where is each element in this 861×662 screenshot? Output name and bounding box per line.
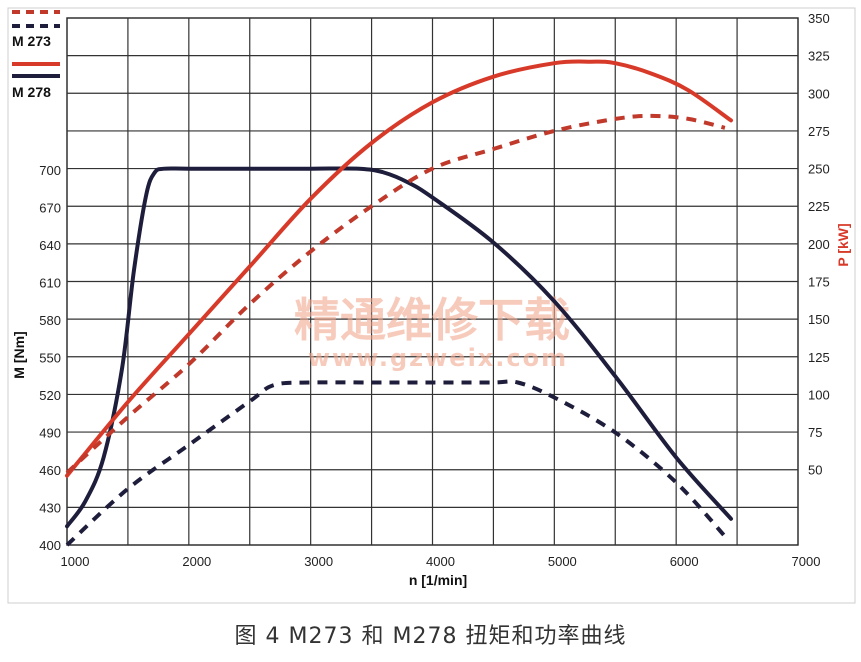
y-right-tick-label: 200 <box>808 237 830 252</box>
watermark-url: www.gzweix.com <box>308 344 568 372</box>
ticks: 1000 2000 3000 4000 5000 6000 7000 400 430 460 490… <box>39 11 829 569</box>
x-tick-label: 3000 <box>304 554 333 569</box>
figure-caption: 图 4 M273 和 M278 扭矩和功率曲线 <box>234 624 627 649</box>
x-tick-label: 4000 <box>426 554 455 569</box>
y-right-tick-label: 125 <box>808 350 830 365</box>
y-right-tick-label: 250 <box>808 162 830 177</box>
x-tick-label: 7000 <box>792 554 821 569</box>
y-left-axis-title: M [Nm] <box>11 331 27 378</box>
y-left-tick-label: 670 <box>39 201 61 216</box>
x-tick-label: 1000 <box>61 554 90 569</box>
y-left-tick-label: 640 <box>39 238 61 253</box>
y-left-tick-label: 490 <box>39 426 61 441</box>
x-tick-label: 6000 <box>670 554 699 569</box>
x-axis-title: n [1/min] <box>409 572 467 588</box>
y-right-tick-label: 275 <box>808 124 830 139</box>
legend-m278-label: M 278 <box>12 84 51 100</box>
y-right-tick-label: 350 <box>808 11 830 26</box>
y-right-tick-label: 75 <box>808 425 822 440</box>
x-tick-label: 2000 <box>182 554 211 569</box>
legend: M 273 M 278 <box>12 10 60 100</box>
series-line-m278-torque <box>65 166 733 529</box>
y-left-tick-label: 430 <box>39 501 61 516</box>
y-left-tick-label: 460 <box>39 463 61 478</box>
y-left-tick-label: 520 <box>39 388 61 403</box>
watermark: 精通维修下载 www.gzweix.com <box>294 293 570 372</box>
y-left-tick-label: 400 <box>39 538 61 553</box>
y-right-tick-label: 150 <box>808 312 830 327</box>
series-line-m278-power <box>65 59 733 478</box>
y-right-tick-label: 325 <box>808 49 830 64</box>
x-tick-label: 5000 <box>548 554 577 569</box>
y-right-tick-label: 175 <box>808 275 830 290</box>
legend-m273-label: M 273 <box>12 33 51 49</box>
y-right-tick-label: 225 <box>808 199 830 214</box>
y-left-tick-label: 550 <box>39 351 61 366</box>
y-left-tick-label: 610 <box>39 276 61 291</box>
grid <box>66 17 799 546</box>
y-left-tick-label: 580 <box>39 313 61 328</box>
series-layer <box>65 59 733 547</box>
chart-frame <box>7 7 856 604</box>
y-right-axis-title: P [kW] <box>835 223 851 266</box>
y-right-tick-label: 50 <box>808 463 822 478</box>
watermark-title: 精通维修下载 <box>294 293 570 347</box>
series-line-m273-torque <box>65 379 727 547</box>
y-right-tick-label: 100 <box>808 387 830 402</box>
y-left-tick-label: 700 <box>39 163 61 178</box>
y-right-tick-label: 300 <box>808 86 830 101</box>
series-line-m273-power <box>65 113 726 475</box>
